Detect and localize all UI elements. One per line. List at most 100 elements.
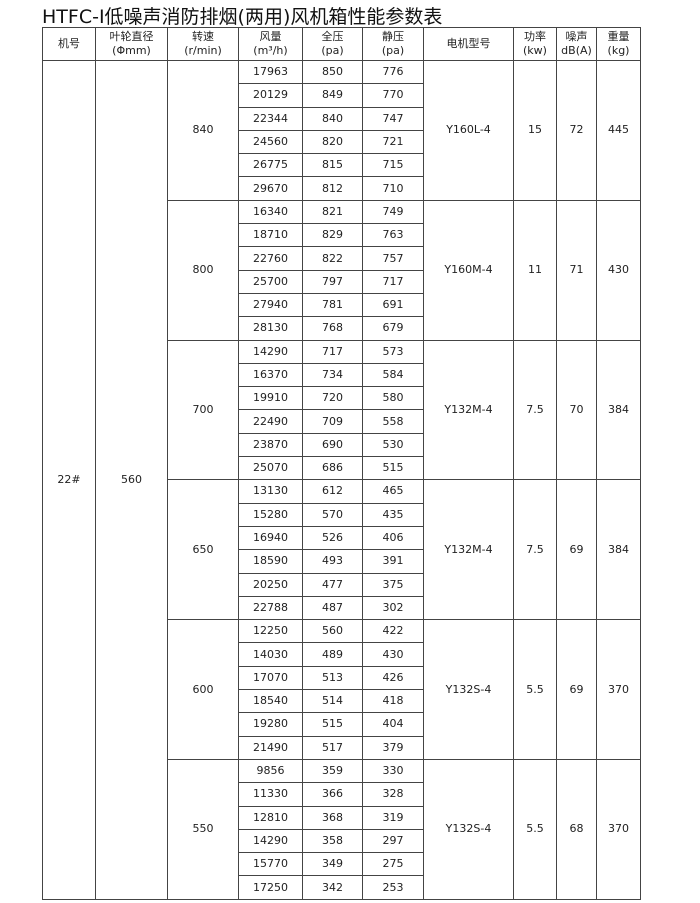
static-pressure-cell: 710 — [362, 176, 424, 201]
static-pressure-cell: 573 — [362, 339, 424, 364]
table-body: 22# 560 840 17963 850 776 Y160L-4 15 72 445 20129 8… — [42, 59, 641, 900]
airflow-cell: 26775 — [238, 153, 303, 178]
speed-cell: 550 — [167, 758, 239, 900]
total-pressure-cell: 570 — [302, 502, 363, 527]
table-row: 14030 489 430 — [43, 642, 641, 667]
total-pressure-cell: 366 — [302, 782, 363, 807]
header-unit: (Φmm) — [112, 44, 151, 57]
total-pressure-cell: 820 — [302, 129, 363, 155]
airflow-cell: 9856 — [238, 758, 303, 784]
power-cell: 11 — [513, 199, 557, 341]
total-pressure-cell: 709 — [302, 409, 363, 434]
static-pressure-cell: 406 — [362, 525, 424, 551]
total-pressure-cell: 686 — [302, 456, 363, 481]
static-pressure-cell: 330 — [362, 758, 424, 784]
static-pressure-cell: 757 — [362, 246, 424, 271]
airflow-cell: 22788 — [238, 595, 303, 621]
static-pressure-cell: 763 — [362, 223, 424, 248]
header-unit: (kg) — [607, 44, 630, 57]
static-pressure-cell: 515 — [362, 456, 424, 481]
table-row: 17070 513 426 — [43, 665, 641, 691]
airflow-cell: 19280 — [238, 712, 303, 737]
static-pressure-cell: 379 — [362, 735, 424, 760]
header-label: 风量 — [259, 30, 282, 43]
total-pressure-cell: 489 — [302, 642, 363, 667]
total-pressure-cell: 515 — [302, 712, 363, 737]
total-pressure-cell: 358 — [302, 828, 363, 854]
static-pressure-cell: 776 — [362, 59, 424, 85]
header-label: 全压 — [321, 30, 344, 43]
total-pressure-cell: 517 — [302, 735, 363, 760]
static-pressure-cell: 375 — [362, 572, 424, 597]
header-machine-no: 机号 — [42, 27, 96, 61]
airflow-cell: 20129 — [238, 83, 303, 108]
total-pressure-cell: 849 — [302, 83, 363, 108]
performance-table: 机号 叶轮直径 (Φmm) 转速 (r/min) 风量 (m³/h) 全压 (pa) 静压 (pa)… — [42, 27, 641, 900]
total-pressure-cell: 717 — [302, 339, 363, 364]
header-weight: 重量 (kg) — [596, 27, 641, 61]
table-row: 800 16340 821 749 Y160M-4 11 71 430 — [43, 199, 641, 341]
total-pressure-cell: 342 — [302, 875, 363, 900]
airflow-cell: 15770 — [238, 852, 303, 877]
airflow-cell: 23870 — [238, 432, 303, 458]
static-pressure-cell: 530 — [362, 432, 424, 458]
header-label: 噪声 — [565, 30, 588, 43]
airflow-cell: 22760 — [238, 246, 303, 271]
static-pressure-cell: 770 — [362, 83, 424, 108]
header-unit: (pa) — [321, 44, 344, 57]
airflow-cell: 18710 — [238, 223, 303, 248]
total-pressure-cell: 768 — [302, 316, 363, 341]
weight-cell: 370 — [596, 619, 641, 760]
noise-cell: 68 — [556, 758, 597, 900]
header-unit: dB(A) — [561, 44, 592, 57]
table-row: 22788 487 302 — [43, 595, 641, 621]
total-pressure-cell: 840 — [302, 106, 363, 131]
table-row: 22# 560 840 17963 850 776 Y160L-4 15 72 445 — [42, 59, 641, 900]
noise-cell: 70 — [556, 339, 597, 481]
airflow-cell: 25700 — [238, 269, 303, 294]
airflow-cell: 22490 — [238, 409, 303, 434]
motor-model-cell: Y132M-4 — [423, 479, 514, 621]
total-pressure-cell: 734 — [302, 362, 363, 388]
speed-cell: 840 — [167, 60, 239, 201]
header-label: 静压 — [382, 30, 404, 43]
airflow-cell: 18590 — [238, 549, 303, 574]
motor-model-cell: Y160M-4 — [423, 199, 514, 341]
page-title: HTFC-Ⅰ低噪声消防排烟(两用)风机箱性能参数表 — [42, 6, 443, 28]
header-label: 机号 — [58, 37, 80, 50]
static-pressure-cell: 426 — [362, 665, 424, 691]
airflow-cell: 14030 — [238, 642, 303, 667]
table-row: 550 9856 359 330 Y132S-4 5.5 68 370 — [43, 758, 641, 900]
speed-cell: 700 — [167, 339, 239, 481]
power-cell: 5.5 — [513, 758, 557, 900]
header-label: 叶轮直径 — [109, 30, 154, 43]
total-pressure-cell: 821 — [302, 199, 363, 225]
airflow-cell: 17963 — [238, 59, 303, 85]
airflow-cell: 24560 — [238, 129, 303, 155]
airflow-cell: 16340 — [238, 199, 303, 225]
airflow-cell: 29670 — [238, 176, 303, 201]
header-label: 电机型号 — [446, 37, 491, 50]
speed-cell: 650 — [167, 479, 239, 621]
table-row: 21490 517 379 — [43, 735, 641, 760]
airflow-cell: 12250 — [238, 619, 303, 644]
header-unit: (m³/h) — [253, 44, 288, 57]
airflow-cell: 14290 — [238, 828, 303, 854]
header-power: 功率 (kw) — [513, 27, 557, 61]
weight-cell: 445 — [596, 60, 641, 201]
static-pressure-cell: 558 — [362, 409, 424, 434]
static-pressure-cell: 721 — [362, 129, 424, 155]
static-pressure-cell: 584 — [362, 362, 424, 388]
table-row: 14290 358 297 — [43, 828, 641, 854]
total-pressure-cell: 822 — [302, 246, 363, 271]
airflow-cell: 25070 — [238, 456, 303, 481]
table-row: 18590 493 391 — [43, 549, 641, 574]
header-unit: (pa) — [381, 44, 405, 57]
total-pressure-cell: 690 — [302, 432, 363, 458]
total-pressure-cell: 487 — [302, 595, 363, 621]
airflow-cell: 14290 — [238, 339, 303, 364]
speed-cell: 800 — [167, 199, 239, 341]
total-pressure-cell: 493 — [302, 549, 363, 574]
weight-cell: 384 — [596, 339, 641, 481]
motor-model-cell: Y160L-4 — [423, 60, 514, 201]
